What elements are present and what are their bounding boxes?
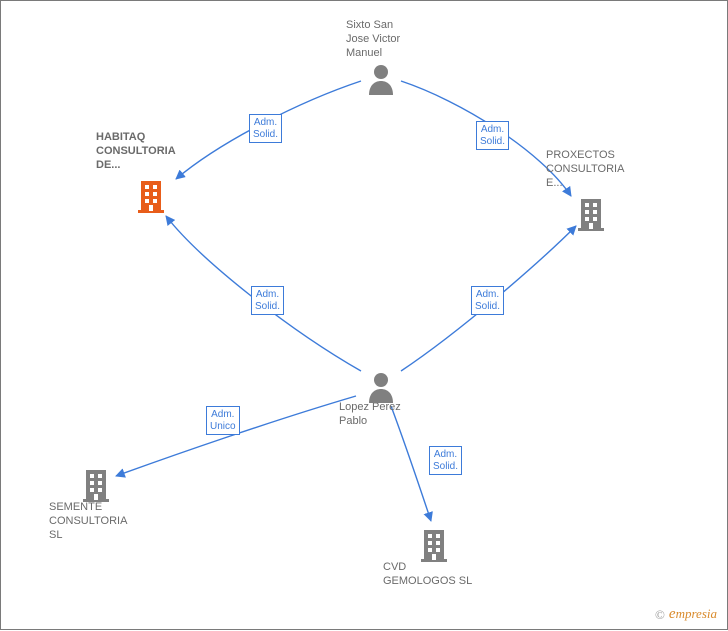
building-icon-wrap (136, 179, 166, 213)
person-icon (366, 63, 396, 95)
edge-label: Adm.Solid. (249, 114, 282, 143)
building-icon (136, 179, 166, 213)
building-icon-wrap (81, 468, 111, 502)
watermark: © empresia (655, 606, 717, 623)
building-icon-wrap (576, 197, 606, 231)
node-label: CVDGEMOLOGOS SL (383, 561, 488, 589)
node-label: PROXECTOSCONSULTORIAE... (546, 149, 638, 190)
building-icon (419, 528, 449, 562)
edge-label: Adm.Solid. (471, 286, 504, 315)
edge-label: Adm.Unico (206, 406, 240, 435)
edge-label: Adm.Solid. (429, 446, 462, 475)
edge-label: Adm.Solid. (251, 286, 284, 315)
person-icon-wrap (366, 371, 396, 403)
person-icon-wrap (366, 63, 396, 95)
building-icon-wrap (419, 528, 449, 562)
diagram-canvas: Sixto SanJose VictorManuel HABITAQCONSUL… (0, 0, 728, 630)
building-icon (81, 468, 111, 502)
brand-name: empresia (669, 606, 717, 623)
node-label: Lopez PerezPablo (339, 401, 429, 429)
person-icon (366, 371, 396, 403)
node-label: SEMENTECONSULTORIASL (49, 501, 141, 542)
copyright-symbol: © (655, 607, 665, 623)
edge-label: Adm.Solid. (476, 121, 509, 150)
node-label: Sixto SanJose VictorManuel (346, 19, 421, 60)
node-label: HABITAQCONSULTORIADE... (96, 131, 191, 172)
building-icon (576, 197, 606, 231)
